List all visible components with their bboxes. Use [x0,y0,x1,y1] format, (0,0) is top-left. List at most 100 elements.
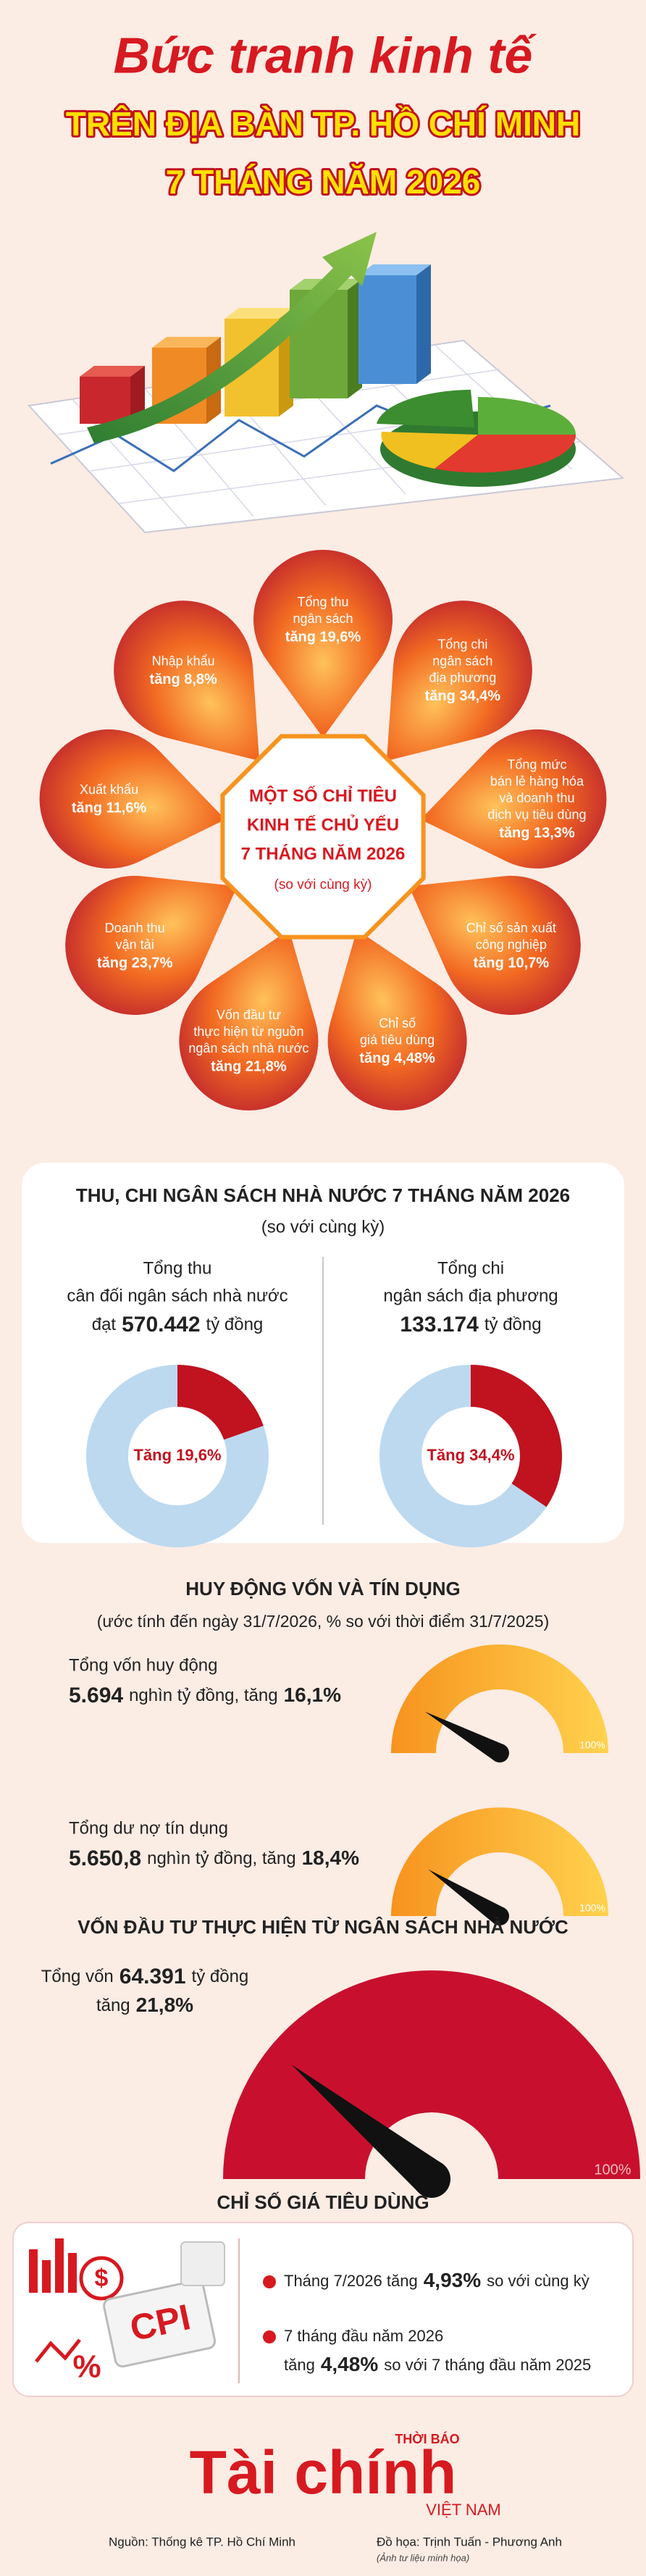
petal-text: ngân sách [432,653,492,668]
funding-amount-part: 18,4% [302,1847,359,1869]
petal [386,601,532,761]
budget-amount-part: 133.174 [400,1313,479,1337]
donut-arc [379,1365,562,1547]
section-subtitle: (so với cùng kỳ) [261,1217,385,1237]
petal-text: công nghiệp [476,937,547,952]
bullet [263,2275,276,2288]
petal-text: dịch vụ tiêu dùng [487,808,586,822]
budget-text: Tổng thu [143,1258,212,1278]
gauge-band [391,1807,608,1916]
investment-change-part: tăng [96,1996,130,2015]
petal [327,929,467,1111]
section-title: THU, CHI NGÂN SÁCH NHÀ NƯỚC 7 THÁNG NĂM … [76,1184,570,1206]
funding-amount-part: 16,1% [284,1684,341,1706]
petal-text: Nhập khẩu [152,653,215,668]
funding-amount: 5.694 nghìn tỷ đồng, tăng 16,1% [69,1684,341,1707]
gauge-needle [428,1869,506,1924]
budget-amount-part: tỷ đồng [484,1315,542,1334]
gauge-max-label: 100% [579,1739,605,1751]
budget-amount-part: tỷ đồng [206,1315,264,1334]
budget-text: Tổng chi [437,1258,504,1278]
petal-text: vận tải [116,937,154,952]
photo-note: (Ảnh tư liệu minh họa) [377,2552,469,2563]
funding-amount-part: nghìn tỷ đồng, tăng [129,1686,278,1705]
gauge-band [391,1644,608,1753]
petal-change: tăng 19,6% [285,629,361,645]
petal-text: ngân sách [293,611,353,626]
center-badge [220,734,426,940]
petal-text: Tổng thu [297,595,348,609]
gauge-max-label: 100% [594,2162,631,2178]
section-title: CHỈ SỐ GIÁ TIÊU DÙNG [217,2191,429,2213]
cpi-icon-label: % [72,2349,101,2385]
credit: Đồ họa: Trịnh Tuấn - Phương Anh [377,2535,562,2548]
center-text: 7 THÁNG NĂM 2026 [241,843,406,863]
funding-amount-part: 5.694 [69,1684,123,1707]
budget-amount-part: đạt [92,1315,117,1334]
petal-text: Chỉ số sản xuất [466,921,556,935]
logo-top: THỜI BÁO [395,2431,459,2446]
budget-text: ngân sách địa phương [383,1286,558,1305]
petal-text: bán lẻ hàng hóa [490,774,584,789]
petal-text: Vốn đầu tư [217,1008,281,1022]
petal-change: tăng 21,8% [211,1059,287,1075]
petal-change: tăng 8,8% [149,672,217,687]
petal-text: Tổng chi [437,637,487,651]
cpi-text: Tháng 7/2026 tăng 4,93% so với cùng kỳ [284,2269,590,2291]
petal [253,550,393,738]
gauge-hub [413,2160,450,2198]
section-subtitle: (ước tính đến ngày 31/7/2026, % so với t… [97,1612,550,1631]
cpi-text-part: 4,48% [321,2353,378,2375]
budget-amount: đạt 570.442 tỷ đồng [92,1313,264,1337]
gauge-hub [490,1744,509,1762]
petal-text: thực hiện từ nguồn [193,1024,303,1039]
cpi-text-part: 4,93% [424,2269,481,2291]
cpi-text: 7 tháng đầu năm 2026 [284,2327,443,2345]
petal [65,876,238,1015]
center-text: MỘT SỐ CHỈ TIÊU [249,785,397,806]
title-script: Bức tranh kinh tế [114,27,537,83]
petal [420,729,607,869]
investment-amount-part: tỷ đồng [192,1967,249,1986]
petal [408,876,581,1015]
petal-text: Tổng mức [507,758,566,772]
funding-amount: 5.650,8 nghìn tỷ đồng, tăng 18,4% [69,1847,359,1870]
title-line: 7 THÁNG NĂM 2026 [166,163,481,201]
center-note: (so với cùng kỳ) [274,877,372,892]
budget-amount: 133.174 tỷ đồng [400,1313,541,1337]
budget-amount-part: 570.442 [122,1313,200,1337]
funding-amount-part: nghìn tỷ đồng, tăng [147,1849,296,1868]
gauge-needle [291,2064,444,2194]
cpi-text-part: so với cùng kỳ [487,2272,590,2290]
source: Nguồn: Thống kê TP. Hồ Chí Minh [109,2535,295,2548]
petal-change: tăng 34,4% [425,688,501,704]
section-title: VỐN ĐẦU TƯ THỰC HIỆN TỪ NGÂN SÁCH NHÀ NƯ… [77,1916,569,1938]
investment-change-part: 21,8% [136,1994,193,2016]
title-line: TRÊN ĐỊA BÀN TP. HỒ CHÍ MINH [66,105,580,143]
petal-change: tăng 10,7% [474,955,550,971]
cpi-text-part: so với 7 tháng đầu năm 2025 [384,2356,591,2374]
petal-text: Doanh thu [105,921,165,935]
cpi-text-part: Tháng 7/2026 tăng [284,2272,418,2290]
petal-text: Chỉ số [379,1016,416,1031]
investment-amount-part: Tổng vốn [41,1967,114,1986]
gauge-hub [490,1907,509,1925]
petal-text: và doanh thu [499,791,574,806]
donut-label: Tăng 34,4% [427,1446,514,1464]
investment-amount: Tổng vốn 64.391 tỷ đồng [41,1965,249,1989]
logo-main: Tài chính [190,2438,457,2506]
petal-text: địa phương [429,670,496,685]
donut-arc [86,1365,269,1547]
investment-amount-part: 64.391 [119,1965,186,1989]
petal-change: tăng 23,7% [97,955,173,971]
logo-bottom: VIỆT NAM [426,2501,501,2519]
petal-text: giá tiêu dùng [360,1033,435,1047]
header-illustration [27,232,625,534]
budget-text: cân đối ngân sách nhà nước [67,1286,288,1305]
gauge-max-label: 100% [579,1902,605,1914]
funding-label: Tổng dư nợ tín dụng [69,1818,228,1838]
investment-change: tăng 21,8% [96,1994,193,2016]
petal-text: Xuất khẩu [80,782,138,797]
